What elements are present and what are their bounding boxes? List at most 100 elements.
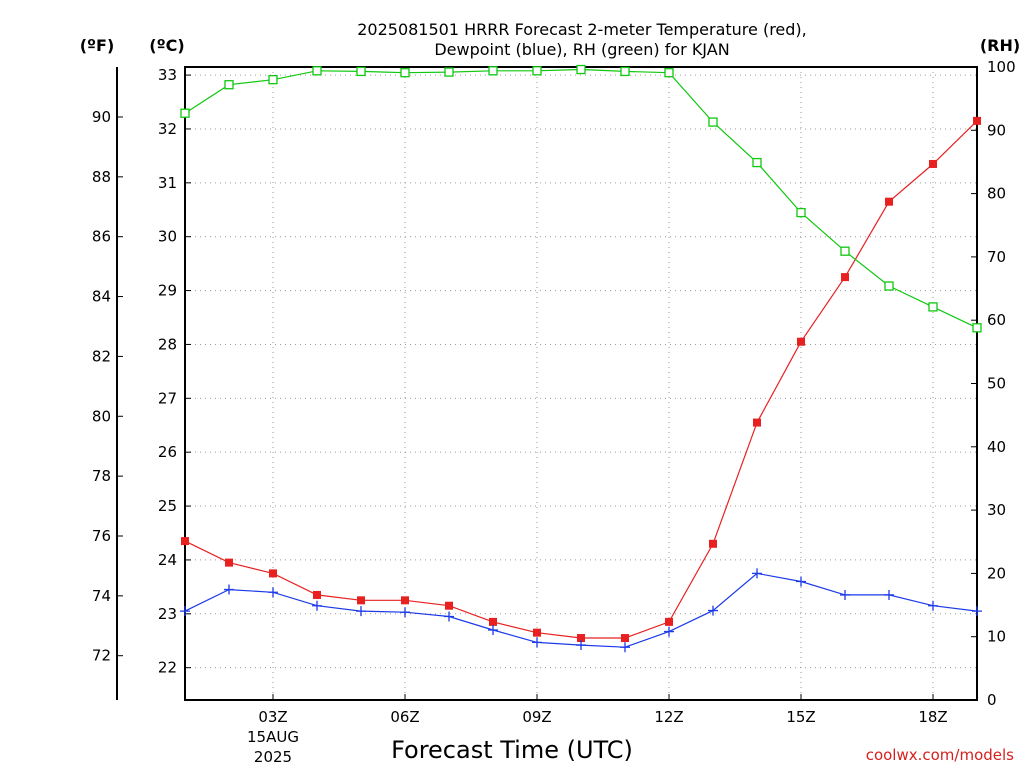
x-tick-date-label: 15AUG <box>247 728 299 746</box>
x-tick-label: 09Z <box>522 708 551 726</box>
fahrenheit-tick-label: 84 <box>92 288 111 306</box>
rh-point <box>928 302 938 312</box>
celsius-tick-label: 30 <box>158 228 177 246</box>
dewpoint-point <box>532 637 542 648</box>
rh-tick-label: 10 <box>987 628 1006 646</box>
temperature-point <box>577 634 585 643</box>
x-tick-label: 03Z <box>258 708 287 726</box>
rh-tick-label: 60 <box>987 311 1006 329</box>
temperature-point <box>709 539 717 548</box>
temperature-point <box>797 337 805 346</box>
rh-unit-label: (RH) <box>980 36 1020 55</box>
dewpoint-point <box>488 624 498 635</box>
x-tick-label: 12Z <box>654 708 683 726</box>
celsius-tick-label: 26 <box>158 443 177 461</box>
x-axis-title: Forecast Time (UTC) <box>391 736 633 764</box>
dewpoint-point <box>664 626 674 637</box>
temperature-point <box>313 590 321 599</box>
rh-point <box>312 66 322 76</box>
celsius-tick-label: 27 <box>158 389 177 407</box>
dewpoint-point <box>620 642 630 653</box>
temperature-point <box>489 617 497 626</box>
dewpoint-point <box>400 607 410 618</box>
celsius-tick-label: 24 <box>158 551 177 569</box>
temperature-point <box>841 273 849 282</box>
temperature-series-line <box>184 120 978 639</box>
fahrenheit-tick-label: 88 <box>92 168 111 186</box>
celsius-tick-label: 23 <box>158 605 177 623</box>
credit-text: coolwx.com/models <box>866 746 1014 764</box>
rh-point <box>664 68 674 78</box>
rh-point <box>400 68 410 78</box>
temperature-point <box>665 617 673 626</box>
fahrenheit-tick-label: 72 <box>92 647 111 665</box>
rh-tick-label: 90 <box>987 121 1006 139</box>
fahrenheit-unit-label: (ºF) <box>80 36 115 55</box>
rh-point <box>356 66 366 77</box>
rh-tick-label: 0 <box>987 691 997 709</box>
rh-point <box>796 207 806 218</box>
fahrenheit-tick-label: 86 <box>92 228 111 246</box>
rh-point <box>840 246 850 256</box>
x-tick-label: 18Z <box>918 708 947 726</box>
series-layer <box>180 64 982 653</box>
fahrenheit-tick-label: 82 <box>92 347 111 365</box>
dewpoint-point <box>224 584 234 595</box>
fahrenheit-tick-label: 80 <box>92 407 111 425</box>
dewpoint-point <box>972 606 982 617</box>
temperature-point <box>225 558 233 567</box>
celsius-tick-label: 22 <box>158 659 177 677</box>
temperature-point <box>181 537 189 546</box>
dewpoint-point <box>576 640 586 651</box>
rh-tick-label: 100 <box>987 58 1016 76</box>
temperature-point <box>445 601 453 610</box>
temperature-point <box>753 418 761 427</box>
grid-layer <box>185 67 977 700</box>
dewpoint-point <box>356 606 366 617</box>
rh-point <box>444 67 454 77</box>
dewpoint-point <box>312 600 322 611</box>
chart-title-line2: Dewpoint (blue), RH (green) for KJAN <box>434 40 729 59</box>
temperature-point <box>973 116 981 125</box>
rh-point <box>972 323 982 333</box>
rh-point <box>620 66 630 77</box>
rh-point <box>532 66 542 76</box>
x-tick-date-label: 2025 <box>254 748 292 766</box>
celsius-unit-label: (ºC) <box>149 36 184 55</box>
dewpoint-point <box>840 589 850 600</box>
celsius-tick-label: 28 <box>158 335 177 353</box>
fahrenheit-tick-label: 78 <box>92 467 111 485</box>
rh-point <box>180 108 190 118</box>
dewpoint-point <box>180 606 190 617</box>
fahrenheit-tick-label: 76 <box>92 527 111 545</box>
rh-point <box>488 66 498 76</box>
x-tick-label: 06Z <box>390 708 419 726</box>
temperature-point <box>533 628 541 637</box>
rh-tick-label: 40 <box>987 438 1006 456</box>
temperature-point <box>621 634 629 643</box>
rh-tick-label: 50 <box>987 375 1006 393</box>
rh-point <box>224 80 234 90</box>
plot-frame <box>184 66 978 701</box>
rh-point <box>576 64 586 75</box>
rh-series-line <box>184 68 978 329</box>
fahrenheit-tick-label: 74 <box>92 587 111 605</box>
rh-tick-label: 30 <box>987 501 1006 519</box>
celsius-tick-label: 25 <box>158 497 177 515</box>
temperature-point <box>357 596 365 605</box>
rh-point <box>708 117 718 127</box>
dewpoint-point <box>752 568 762 579</box>
axis-layer: 72 74 76 78 80 82 84 86 88 90 22 23 24 25 26 27 28 29 30 31… <box>92 58 1016 766</box>
temperature-point <box>885 197 893 206</box>
temperature-point <box>269 569 277 578</box>
celsius-tick-label: 31 <box>158 174 177 192</box>
dewpoint-point <box>444 611 454 622</box>
rh-tick-label: 20 <box>987 564 1006 582</box>
chart-title-line1: 2025081501 HRRR Forecast 2-meter Tempera… <box>357 20 807 39</box>
dewpoint-point <box>708 605 718 616</box>
rh-tick-label: 70 <box>987 248 1006 266</box>
rh-tick-label: 80 <box>987 185 1006 203</box>
celsius-tick-label: 33 <box>158 66 177 84</box>
rh-point <box>884 281 894 291</box>
